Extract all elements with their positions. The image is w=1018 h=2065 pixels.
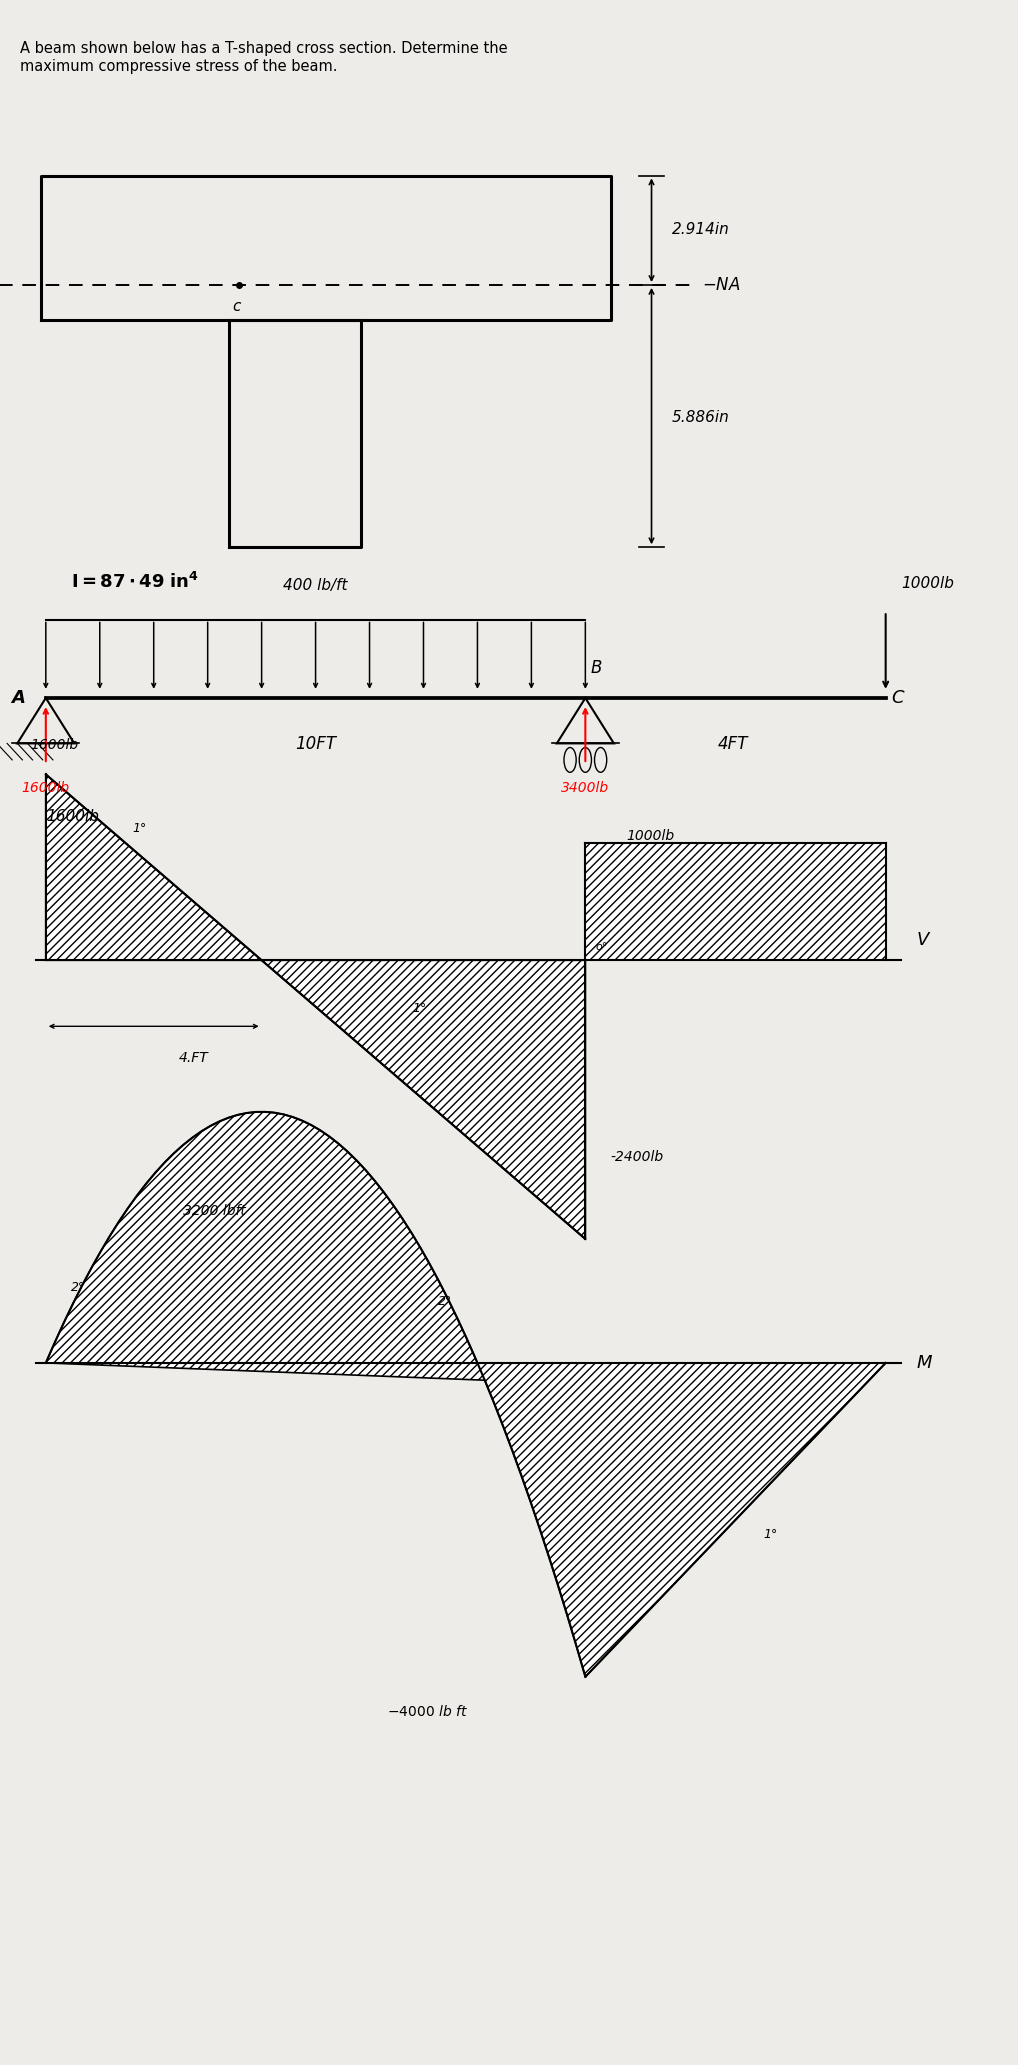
- Text: 1600lb: 1600lb: [31, 737, 78, 752]
- Text: $-4000\ lb\ ft$: $-4000\ lb\ ft$: [387, 1704, 468, 1718]
- Text: B: B: [590, 659, 602, 677]
- Text: c: c: [232, 299, 240, 314]
- Text: 1600lb: 1600lb: [21, 781, 70, 795]
- Text: o°: o°: [596, 942, 608, 952]
- Polygon shape: [262, 960, 585, 1239]
- Text: 1600lb: 1600lb: [46, 809, 99, 824]
- Text: 2°: 2°: [71, 1280, 86, 1293]
- Polygon shape: [46, 1363, 886, 1677]
- Text: 5.886in: 5.886in: [672, 409, 730, 425]
- Text: 1°: 1°: [412, 1002, 427, 1014]
- Text: 4FT: 4FT: [718, 735, 748, 754]
- Text: 400 lb/ft: 400 lb/ft: [283, 578, 348, 593]
- Polygon shape: [585, 843, 886, 960]
- Polygon shape: [46, 774, 262, 960]
- Text: 1°: 1°: [132, 822, 147, 834]
- Text: 10FT: 10FT: [295, 735, 336, 754]
- Text: 1000lb: 1000lb: [901, 576, 954, 591]
- Text: M: M: [916, 1355, 931, 1371]
- Text: V: V: [916, 931, 928, 948]
- Text: A beam shown below has a T-shaped cross section. Determine the
maximum compressi: A beam shown below has a T-shaped cross …: [20, 41, 508, 74]
- Text: 4.FT: 4.FT: [178, 1051, 209, 1066]
- Text: 2.914in: 2.914in: [672, 221, 730, 237]
- Text: $-NA$: $-NA$: [702, 277, 741, 293]
- Text: 1°: 1°: [764, 1528, 778, 1540]
- Text: C: C: [891, 690, 903, 706]
- Text: 3400lb: 3400lb: [561, 781, 610, 795]
- Text: $\mathbf{I = 87 \cdot 49\ in^4}$: $\mathbf{I = 87 \cdot 49\ in^4}$: [71, 572, 200, 593]
- Text: 1000lb: 1000lb: [626, 830, 674, 843]
- Text: 3200 lbft: 3200 lbft: [183, 1204, 246, 1218]
- Polygon shape: [46, 1111, 477, 1363]
- Text: A: A: [11, 690, 25, 706]
- Text: 2°: 2°: [438, 1295, 452, 1307]
- Text: -2400lb: -2400lb: [611, 1150, 664, 1165]
